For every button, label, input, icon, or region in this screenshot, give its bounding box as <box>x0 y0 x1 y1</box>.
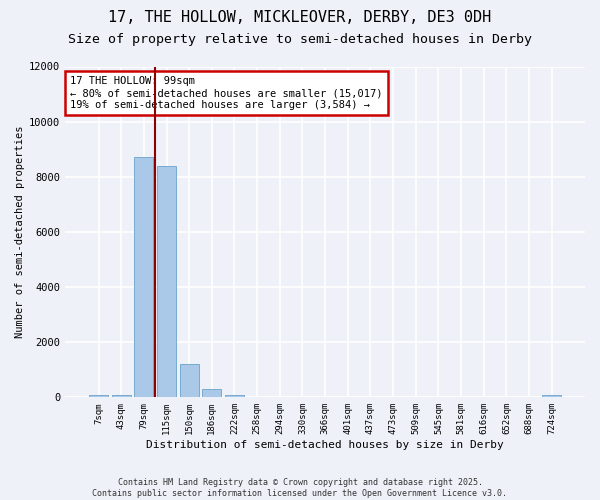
Bar <box>134 158 154 398</box>
Text: Size of property relative to semi-detached houses in Derby: Size of property relative to semi-detach… <box>68 32 532 46</box>
Bar <box>157 166 176 398</box>
X-axis label: Distribution of semi-detached houses by size in Derby: Distribution of semi-detached houses by … <box>146 440 504 450</box>
Bar <box>112 394 131 398</box>
Bar <box>542 395 562 398</box>
Text: 17 THE HOLLOW: 99sqm
← 80% of semi-detached houses are smaller (15,017)
19% of s: 17 THE HOLLOW: 99sqm ← 80% of semi-detac… <box>70 76 383 110</box>
Bar <box>225 395 244 398</box>
Text: Contains HM Land Registry data © Crown copyright and database right 2025.
Contai: Contains HM Land Registry data © Crown c… <box>92 478 508 498</box>
Bar <box>202 389 221 398</box>
Bar <box>179 364 199 398</box>
Y-axis label: Number of semi-detached properties: Number of semi-detached properties <box>15 126 25 338</box>
Bar <box>89 394 108 398</box>
Text: 17, THE HOLLOW, MICKLEOVER, DERBY, DE3 0DH: 17, THE HOLLOW, MICKLEOVER, DERBY, DE3 0… <box>109 10 491 25</box>
